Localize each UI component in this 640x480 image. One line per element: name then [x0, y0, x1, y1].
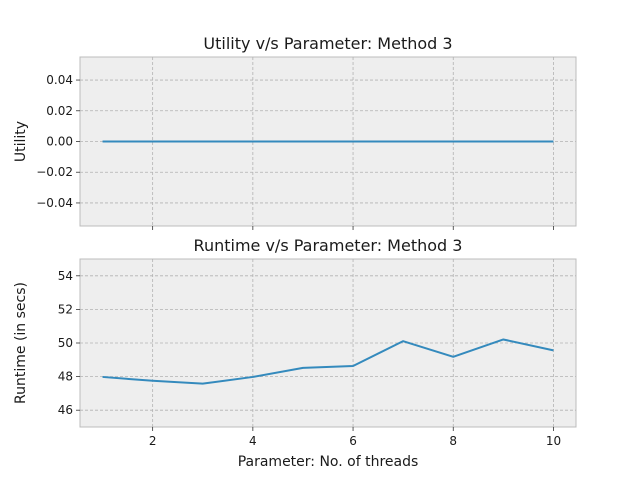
x-tick-label: 4 — [249, 434, 257, 448]
y-tick-label: 46 — [58, 403, 73, 417]
subplot-1: −0.04 −0.02 0.00 0.02 0.04 Utility v/s Parame… — [13, 34, 577, 230]
y-tick-label: 52 — [58, 302, 73, 316]
x-tick-label: 2 — [149, 434, 157, 448]
subplot-title: Runtime v/s Parameter: Method 3 — [194, 236, 463, 255]
y-tick-label: 48 — [58, 370, 73, 384]
x-tick-label: 8 — [449, 434, 457, 448]
y-tick-label: −0.02 — [36, 165, 73, 179]
y-axis-label: Runtime (in secs) — [13, 282, 29, 404]
x-tick-label: 6 — [349, 434, 357, 448]
y-tick-label: 0.02 — [46, 104, 73, 118]
y-tick-label: 54 — [58, 269, 73, 283]
series-line — [102, 338, 554, 385]
y-tick-label: −0.04 — [36, 196, 73, 210]
subplot-title: Utility v/s Parameter: Method 3 — [203, 34, 452, 53]
y-tick-label: 0.04 — [46, 73, 73, 87]
y-axis-label: Utility — [13, 121, 29, 162]
y-tick-label: 0.00 — [46, 135, 73, 149]
x-axis-label: Parameter: No. of threads — [238, 454, 419, 470]
y-tick-label: 50 — [58, 336, 73, 350]
x-tick-label: 10 — [546, 434, 561, 448]
